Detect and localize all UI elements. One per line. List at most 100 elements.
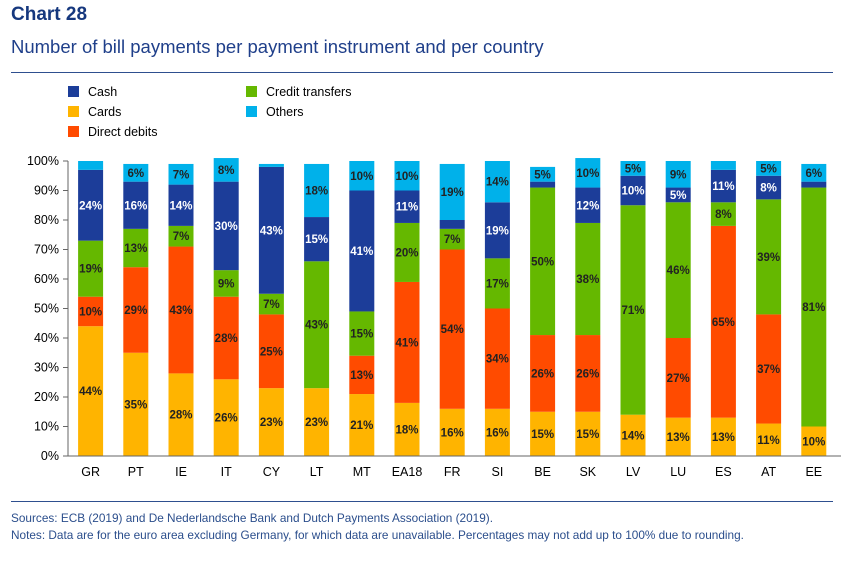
data-label-cards-pt: 35% (124, 399, 147, 411)
data-label-others-lt: 18% (305, 186, 328, 198)
bar-segment-credit-transfers-it (213, 270, 239, 297)
data-label-others-ea18: 10% (395, 171, 418, 183)
sources-note: Sources: ECB (2019) and De Nederlandsche… (11, 511, 493, 525)
bar-segment-credit-transfers-ea18 (394, 222, 420, 282)
bar-segment-credit-transfers-sk (575, 222, 601, 336)
bar-segment-others-be (530, 166, 556, 182)
x-tick-label: CY (263, 465, 281, 479)
bar-segment-direct-debits-sk (575, 335, 601, 412)
x-tick-label: SK (579, 465, 596, 479)
data-label-others-pt: 6% (127, 168, 144, 180)
data-label-direct-debits-sk: 26% (576, 368, 599, 380)
legend-item-others: Others (246, 105, 304, 119)
bar-segment-direct-debits-cy (258, 314, 284, 389)
data-label-others-sk: 10% (576, 168, 599, 180)
data-label-credit-transfers-it: 9% (218, 278, 235, 290)
bar-segment-credit-transfers-cy (258, 293, 284, 315)
data-label-others-ee: 6% (805, 168, 822, 180)
x-tick-label: ES (715, 465, 732, 479)
data-label-cards-cy: 23% (260, 417, 283, 429)
data-label-cash-mt: 41% (350, 246, 373, 258)
bar-segment-cash-cy (258, 166, 284, 294)
data-label-cash-it: 30% (215, 221, 238, 233)
bar-segment-cash-sk (575, 187, 601, 223)
bar-segment-direct-debits-at (756, 314, 782, 424)
bar-segment-cash-gr (78, 169, 104, 241)
y-tick-label: 40% (34, 331, 59, 345)
legend-swatch-cash (68, 86, 79, 97)
y-tick-label: 30% (34, 361, 59, 375)
data-label-cards-lt: 23% (305, 417, 328, 429)
bar-segment-direct-debits-es (710, 225, 736, 418)
data-label-credit-transfers-ie: 7% (173, 231, 190, 243)
bar-segment-others-ie (168, 163, 194, 185)
data-label-credit-transfers-cy: 7% (263, 299, 280, 311)
legend-swatch-direct-debits (68, 126, 79, 137)
bar-segment-cards-gr (78, 326, 104, 456)
bar-segment-cards-ee (801, 426, 827, 456)
bar-segment-credit-transfers-lt (304, 261, 330, 389)
data-label-cards-sk: 15% (576, 429, 599, 441)
x-tick-label: AT (761, 465, 776, 479)
data-label-credit-transfers-at: 39% (757, 252, 780, 264)
bar-segment-others-fr (439, 163, 465, 220)
data-label-credit-transfers-ee: 81% (802, 302, 825, 314)
bar-segment-credit-transfers-ie (168, 225, 194, 247)
data-label-cash-sk: 12% (576, 200, 599, 212)
data-label-direct-debits-fr: 54% (441, 324, 464, 336)
data-label-cash-lv: 10% (621, 186, 644, 198)
y-tick-label: 90% (34, 184, 59, 198)
data-label-cards-si: 16% (486, 427, 509, 439)
bar-segment-cards-at (756, 423, 782, 456)
bar-segment-credit-transfers-fr (439, 228, 465, 250)
data-label-credit-transfers-si: 17% (486, 278, 509, 290)
legend-item-cards: Cards (68, 105, 121, 119)
x-tick-label: GR (81, 465, 100, 479)
bar-segment-credit-transfers-lu (665, 202, 691, 338)
data-label-direct-debits-pt: 29% (124, 305, 147, 317)
bar-segment-others-lu (665, 161, 691, 188)
data-label-cards-ea18: 18% (395, 424, 418, 436)
bar-segment-cards-pt (123, 352, 149, 456)
chart-title: Number of bill payments per payment inst… (11, 36, 544, 57)
bar-segment-cards-si (484, 408, 510, 456)
data-label-others-fr: 19% (441, 187, 464, 199)
bar-segment-credit-transfers-gr (78, 240, 104, 297)
legend-swatch-cards (68, 106, 79, 117)
bar-segment-cards-ea18 (394, 402, 420, 456)
legend-item-direct-debits: Direct debits (68, 125, 157, 139)
data-label-cash-lt: 15% (305, 234, 328, 246)
y-tick-label: 80% (34, 213, 59, 227)
bar-segment-cards-lu (665, 417, 691, 456)
bar-segment-credit-transfers-ee (801, 187, 827, 427)
bar-segment-credit-transfers-si (484, 258, 510, 309)
bar-segment-cash-ie (168, 184, 194, 226)
data-label-cards-mt: 21% (350, 420, 373, 432)
data-label-cards-ie: 28% (169, 410, 192, 422)
data-label-credit-transfers-ea18: 20% (395, 247, 418, 259)
data-label-direct-debits-cy: 25% (260, 346, 283, 358)
bar-segment-credit-transfers-pt (123, 228, 149, 268)
data-label-direct-debits-gr: 10% (79, 306, 102, 318)
bar-segment-cash-be (530, 181, 556, 188)
bar-segment-cash-pt (123, 181, 149, 229)
bar-segment-direct-debits-ea18 (394, 281, 420, 403)
x-tick-label: LU (670, 465, 686, 479)
bar-segment-cash-fr (439, 220, 465, 229)
bar-segment-others-es (710, 161, 736, 170)
data-label-others-lv: 5% (625, 163, 642, 175)
bar-segment-cards-sk (575, 411, 601, 456)
bar-segment-others-it (213, 158, 239, 182)
x-tick-label: PT (128, 465, 144, 479)
bar-segment-cash-at (756, 175, 782, 200)
data-label-cash-at: 8% (760, 183, 777, 195)
data-label-cards-fr: 16% (441, 427, 464, 439)
x-tick-label: EE (805, 465, 822, 479)
bar-segment-cash-lv (620, 175, 646, 206)
y-tick-label: 10% (34, 420, 59, 434)
data-label-others-at: 5% (760, 163, 777, 175)
bar-segment-cards-mt (349, 394, 375, 456)
data-label-cash-pt: 16% (124, 200, 147, 212)
x-axis: GRPTIEITCYLTMTEA18FRSIBESKLVLUESATEEFINL (68, 455, 841, 479)
bar-segment-cash-mt (349, 190, 375, 312)
